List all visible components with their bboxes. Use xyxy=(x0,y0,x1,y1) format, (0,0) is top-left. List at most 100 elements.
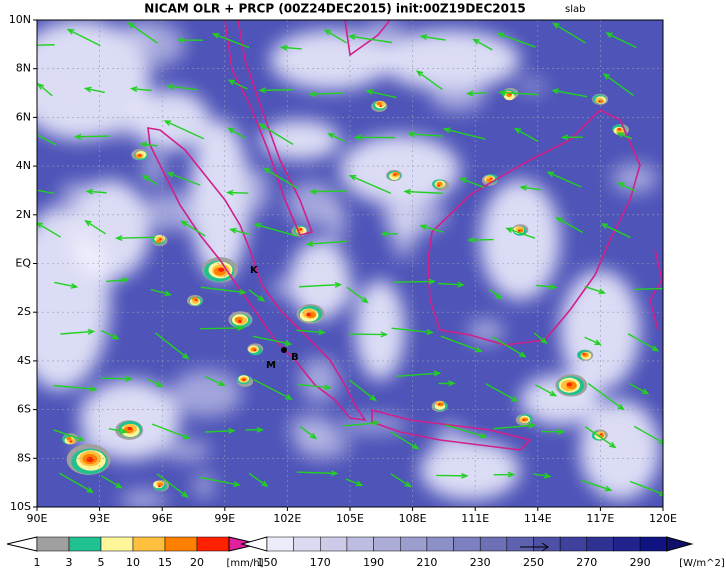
wind-arrow xyxy=(227,79,248,90)
wind-arrow xyxy=(438,281,465,288)
colorbar-cell xyxy=(68,536,102,552)
colorbar-end xyxy=(6,536,38,552)
colorbar-cell xyxy=(36,536,70,552)
coastline-java xyxy=(371,408,532,451)
wind-arrow xyxy=(37,82,53,97)
precip-cell xyxy=(517,229,521,232)
wind-arrow xyxy=(497,89,539,96)
wind-arrow xyxy=(37,134,57,146)
wind-arrow xyxy=(354,134,396,141)
wind-arrow xyxy=(166,172,201,186)
x-tick-label: 99E xyxy=(214,512,235,525)
wind-arrow xyxy=(308,91,344,98)
wind-arrow xyxy=(391,327,434,335)
wind-arrow xyxy=(472,38,493,51)
wind-arrow xyxy=(492,336,527,358)
cloud xyxy=(294,430,351,460)
precip-cell xyxy=(253,349,257,352)
cloud xyxy=(98,121,146,137)
wind-arrow xyxy=(560,134,583,141)
wind-arrow xyxy=(390,473,412,488)
precip-cell xyxy=(566,382,573,387)
cloud xyxy=(405,54,450,71)
precip-cell xyxy=(437,403,441,406)
wind-arrow xyxy=(101,475,123,489)
precip-cell xyxy=(218,267,225,272)
wind-arrow xyxy=(204,375,226,387)
precip-cell xyxy=(299,228,303,231)
colorbar-cell xyxy=(426,536,454,552)
wind-arrow xyxy=(551,88,588,98)
precip-cell xyxy=(86,456,94,462)
wind-arrow xyxy=(127,22,158,44)
y-tick-label: 8N xyxy=(16,62,31,75)
precip-cell xyxy=(195,299,198,302)
wind-arrow xyxy=(141,174,159,186)
colorbar-end xyxy=(240,536,268,552)
wind-arrow xyxy=(200,286,247,295)
wind-arrow xyxy=(546,171,582,188)
y-tick-label: EQ xyxy=(15,257,31,270)
cloud xyxy=(60,181,95,205)
colorbar-cell xyxy=(506,536,534,552)
cloud xyxy=(190,120,250,280)
wind-arrow xyxy=(263,167,298,189)
wind-arrow xyxy=(147,378,164,388)
wind-arrow xyxy=(200,325,245,331)
wind-arrow xyxy=(465,90,487,97)
wind-arrow xyxy=(393,278,437,285)
colorbar-unit: [W/m^2] xyxy=(679,558,725,569)
wind-arrow xyxy=(342,420,380,427)
wind-arrow xyxy=(346,286,369,304)
title: NICAM OLR + PRCP (00Z24DEC2015) init:00Z… xyxy=(144,2,525,16)
colorbar-cell xyxy=(479,536,508,552)
wind-arrow xyxy=(617,182,637,192)
precip-cell xyxy=(376,101,382,106)
coastline-sumatra xyxy=(147,127,367,422)
colorbar-label: 170 xyxy=(310,556,331,569)
wind-arrow xyxy=(407,131,443,138)
wind-arrow xyxy=(419,224,445,233)
colorbar-cell xyxy=(533,536,561,552)
wind-arrow xyxy=(485,383,519,402)
wind-arrow xyxy=(225,189,249,196)
cloud xyxy=(73,226,152,246)
wind-arrow xyxy=(467,237,494,243)
wind-arrow xyxy=(150,288,173,297)
wind-arrow xyxy=(348,175,392,194)
colorbar-label: 290 xyxy=(630,556,651,569)
colorbar-cell xyxy=(559,536,588,552)
wind-arrow xyxy=(513,127,538,142)
colorbar-cell xyxy=(164,536,198,552)
wind-arrow xyxy=(390,431,420,450)
wind-arrow xyxy=(536,283,558,290)
colorbar-label: 10 xyxy=(126,556,140,569)
wind-arrow xyxy=(83,86,105,94)
wind-vectors xyxy=(37,22,663,498)
cloud xyxy=(433,422,468,465)
olr-colorbar: 150 170 190 210 230 250 270 290 [W/m^2] xyxy=(240,536,725,569)
wind-arrow xyxy=(114,235,156,242)
wind-arrow xyxy=(633,425,663,445)
wind-arrow xyxy=(616,132,633,140)
colorbar-label: 15 xyxy=(158,556,172,569)
wind-arrow xyxy=(166,83,198,91)
wind-arrow xyxy=(396,370,442,378)
y-tick-label: 10N xyxy=(9,13,31,26)
colorbar-label: 270 xyxy=(576,556,597,569)
cloud xyxy=(355,280,405,380)
wind-arrow xyxy=(176,37,204,44)
cloud xyxy=(611,163,659,194)
precip-cell xyxy=(522,419,525,421)
cloud xyxy=(516,80,547,93)
colorbar-cell xyxy=(639,536,667,552)
wind-arrow xyxy=(37,44,55,46)
colorbar-cell xyxy=(132,536,166,552)
wind-arrow xyxy=(552,22,586,44)
wind-arrow xyxy=(297,383,332,391)
wind-arrow xyxy=(299,425,318,440)
precip-cell xyxy=(237,320,242,323)
wind-arrow xyxy=(296,470,339,477)
